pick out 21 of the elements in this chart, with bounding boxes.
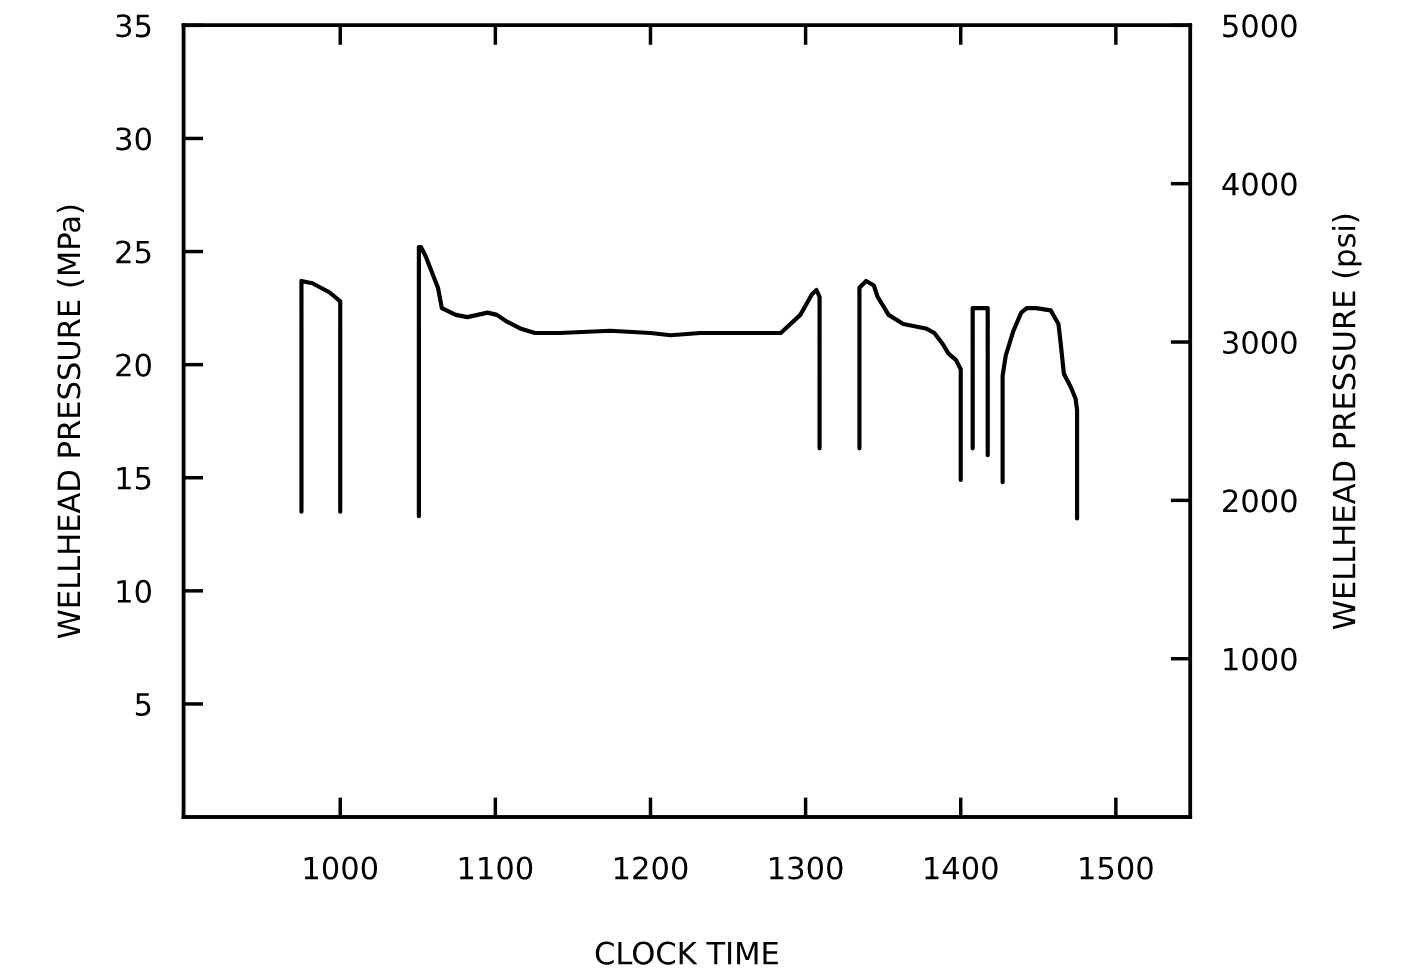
x-tick-label: 1400 [925, 856, 998, 880]
x-tick-label: 1000 [304, 856, 378, 880]
y2-tick-label: 2000 [1223, 489, 1297, 513]
x-tick-label: 1500 [1080, 856, 1153, 880]
y2-tick-label: 4000 [1222, 172, 1297, 196]
y-tick-label: 20 [116, 353, 151, 377]
y-tick-label: 10 [117, 579, 151, 603]
y-tick-label: 15 [117, 467, 151, 490]
x-tick-label: 1300 [770, 856, 843, 880]
x-axis-title: CLOCK TIME [595, 941, 778, 965]
y2-axis-title: WELLHEAD PRESSURE (psi) [1331, 214, 1362, 630]
y-tick-label: 35 [116, 14, 151, 38]
y-tick-label: 25 [116, 240, 151, 264]
y2-tick-label: 3000 [1223, 330, 1297, 355]
x-tick-label: 1200 [614, 856, 688, 880]
y-tick-label: 5 [135, 693, 151, 716]
y2-tick-label: 1000 [1224, 647, 1297, 671]
y-tick-label: 30 [116, 127, 151, 151]
y2-tick-label: 5000 [1223, 14, 1297, 38]
y-axis-title: WELLHEAD PRESSURE (MPa) [56, 205, 85, 639]
x-tick-label: 1100 [459, 856, 533, 880]
